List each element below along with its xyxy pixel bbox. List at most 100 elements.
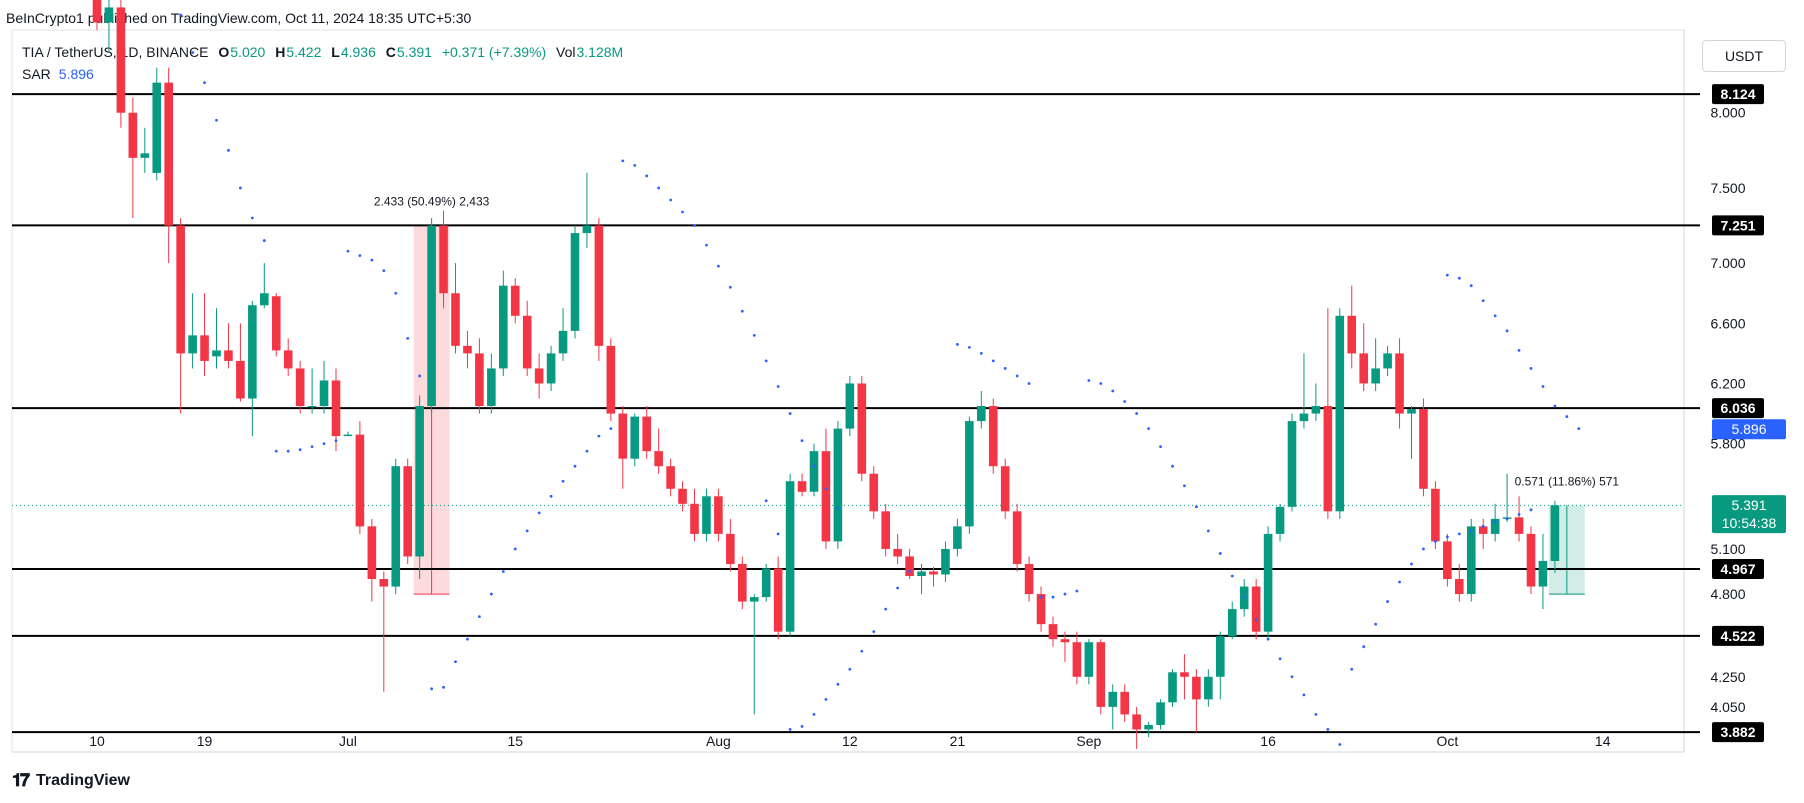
sar-label: SAR [22, 66, 51, 82]
candle-body [1251, 586, 1261, 632]
sar-legend[interactable]: SAR 5.896 [22, 66, 94, 82]
sar-dot [513, 547, 517, 551]
sar-dot [1242, 595, 1246, 599]
sar-dot [191, 51, 195, 54]
sar-dot [1457, 532, 1461, 536]
candle-body [558, 330, 568, 354]
candle-body [1371, 368, 1380, 384]
countdown-label: 10:54:38 [1722, 515, 1777, 531]
currency-button[interactable]: USDT [1702, 40, 1786, 72]
sar-dot [179, 13, 183, 17]
candle-body [1132, 714, 1141, 730]
sar-dot [1422, 547, 1425, 551]
candle-body [977, 406, 986, 422]
candle-body [248, 305, 257, 399]
candle-body [487, 368, 496, 407]
candle-body [929, 571, 938, 575]
price-tag-label: 5.391 [1731, 497, 1766, 513]
candle-body [224, 350, 233, 361]
level-tag [1712, 215, 1764, 236]
candle-body [355, 434, 365, 527]
candle-body [582, 225, 592, 234]
sar-dot [525, 529, 529, 533]
sar-dot [573, 464, 577, 468]
sar-dot [609, 427, 613, 431]
close-label: C [385, 44, 396, 60]
candle-body [188, 335, 197, 354]
sar-dot [1350, 667, 1354, 671]
sar-dot [501, 570, 505, 573]
y-tick-label: 7.500 [1710, 180, 1745, 196]
sar-dot [1099, 382, 1103, 385]
volume-value: 3.128M [576, 44, 624, 60]
candle-body [260, 293, 269, 306]
candle-body [1443, 541, 1452, 580]
candle-body [869, 473, 879, 512]
sar-dot [215, 118, 218, 122]
sar-dot [203, 81, 206, 85]
sar-dot [669, 198, 672, 202]
sar-dot [1063, 592, 1067, 596]
candle-body [773, 568, 783, 632]
tradingview-footer[interactable]: 𝟏𝟕 TradingView [12, 770, 130, 791]
candle-body [809, 451, 819, 492]
y-tick-label: 6.200 [1710, 375, 1745, 391]
sar-dot [1445, 273, 1449, 277]
sar-dot [776, 385, 780, 388]
sar-dot [896, 586, 900, 590]
close-value: 5.391 [396, 44, 432, 60]
sar-dot [740, 309, 744, 313]
sar-dot [812, 464, 816, 468]
sar-dot [1362, 645, 1366, 649]
sar-dot [370, 258, 374, 262]
sar-dot [800, 725, 804, 728]
sar-dot [1481, 524, 1485, 528]
candle-body [1359, 353, 1368, 384]
y-tick-label: 4.250 [1710, 669, 1745, 685]
candle-body [1048, 624, 1058, 640]
sar-dot [262, 239, 266, 242]
candle-body [1395, 353, 1404, 414]
candle-body [1060, 639, 1070, 643]
sar-dot [406, 336, 410, 340]
price-tag [1712, 495, 1786, 534]
candle-body [1490, 518, 1500, 534]
candle-body [1407, 409, 1416, 414]
sar-dot [1123, 400, 1127, 403]
sar-dot [717, 264, 720, 268]
sar-dot [1529, 508, 1533, 512]
candle-body [893, 548, 902, 557]
level-tag-label: 6.036 [1720, 400, 1755, 416]
sar-dot [1529, 367, 1533, 370]
volume-label: Vol [556, 44, 576, 60]
candle-body [1263, 533, 1273, 632]
candle-body [1299, 413, 1309, 422]
sar-dot [1266, 637, 1270, 641]
sar-dot [1493, 314, 1497, 318]
tradingview-logo-icon: 𝟏𝟕 [12, 770, 30, 790]
candle-body [749, 597, 759, 602]
sar-dot [466, 637, 469, 641]
sar-dot [764, 499, 768, 503]
sar-dot [860, 649, 864, 653]
sar-dot [1015, 374, 1019, 378]
sar-dot [788, 728, 792, 731]
candle-body [1072, 642, 1082, 677]
candle-body [1335, 315, 1345, 512]
x-tick-label: Oct [1436, 733, 1458, 749]
level-tag [1712, 558, 1764, 579]
candle-body [988, 406, 998, 467]
sar-dot [1147, 427, 1150, 431]
symbol-title[interactable]: TIA / TetherUS, 1D, BINANCE [22, 44, 209, 60]
candle-body [1180, 672, 1189, 677]
change-value: +0.371 (+7.39%) [441, 44, 547, 60]
candle-body [128, 112, 138, 158]
sar-dot [848, 667, 852, 671]
sar-dot [1039, 595, 1043, 599]
candle-body [104, 7, 114, 23]
candle-body [654, 451, 663, 467]
x-tick-label: Jul [339, 733, 357, 749]
candle-body [618, 413, 628, 459]
brand-name: TradingView [36, 771, 130, 789]
